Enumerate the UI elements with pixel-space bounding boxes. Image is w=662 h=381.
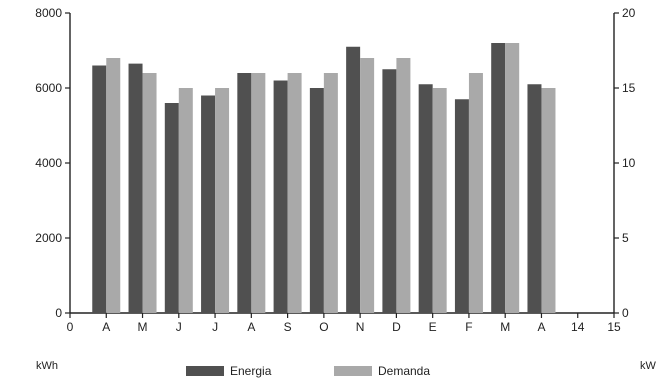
x-tick-label: A [537,320,545,334]
x-tick-label: D [392,320,401,334]
x-tick-label: 14 [571,320,585,334]
bar-demanda [215,88,230,313]
y-axis-label-left: kWh [36,360,58,372]
x-tick-label: J [212,320,218,334]
bar-demanda [541,88,556,313]
bar-demanda [505,43,520,313]
bar-demanda [178,88,193,313]
bar-energia [237,73,252,313]
x-tick-label: A [102,320,110,334]
x-tick-label: N [356,320,365,334]
x-tick-label: J [176,320,182,334]
y-tick-label-right: 20 [622,6,636,20]
legend-swatch-demanda [334,366,372,376]
bar-energia [491,43,506,313]
y-tick-label-left: 6000 [35,81,62,95]
bar-energia [418,84,433,313]
y-tick-label-right: 10 [622,156,636,170]
bar-demanda [323,73,338,313]
y-tick-label-right: 0 [622,306,629,320]
bar-energia [92,65,107,313]
bar-demanda [360,58,375,313]
bar-demanda [142,73,157,313]
legend-label-demanda: Demanda [378,364,430,378]
bars [92,43,556,313]
x-tick-label: A [247,320,255,334]
x-tick-label: M [138,320,148,334]
legend-label-energia: Energia [230,364,272,378]
bar-demanda [106,58,121,313]
legend-swatch-energia [186,366,224,376]
x-tick-label: 15 [607,320,621,334]
axes [65,12,619,318]
y-tick-label-right: 5 [622,231,629,245]
bar-energia [454,99,469,313]
y-axis-label-right: kW [640,360,657,372]
bar-energia [382,69,397,313]
x-tick-label: F [465,320,472,334]
bar-energia [201,95,216,313]
bar-demanda [468,73,483,313]
x-tick-label: M [500,320,510,334]
bar-energia [309,88,324,313]
legend: Energia Demanda [186,364,430,378]
bar-energia [164,103,179,313]
bar-energia [273,80,288,313]
tick-labels: 0 2000 4000 6000 8000 0 5 10 15 20 0 A M J J A S O N D E F M A 1… [35,6,635,334]
y-tick-label-left: 8000 [35,6,62,20]
y-tick-label-left: 4000 [35,156,62,170]
bar-demanda [396,58,411,313]
bar-demanda [287,73,302,313]
x-tick-label: E [429,320,437,334]
bar-demanda [432,88,447,313]
x-tick-label: S [284,320,292,334]
y-tick-label-right: 15 [622,81,636,95]
bar-demanda [251,73,266,313]
y-tick-label-left: 0 [55,306,62,320]
y-tick-label-left: 2000 [35,231,62,245]
bar-energia [128,63,143,313]
bar-energia [527,84,542,313]
x-tick-label: O [319,320,328,334]
bar-energia [346,46,361,313]
x-tick-label: 0 [67,320,74,334]
